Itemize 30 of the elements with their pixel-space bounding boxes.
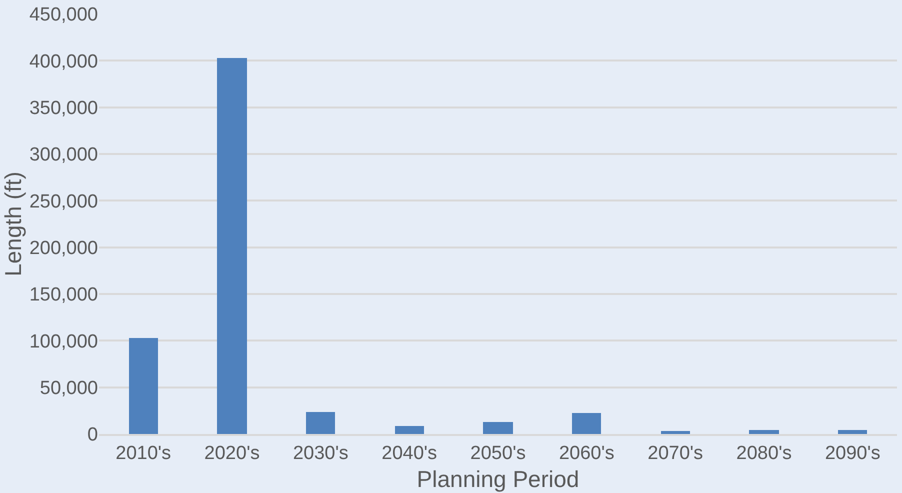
bar: [749, 430, 779, 434]
y-tick-label: 100,000: [29, 331, 98, 352]
bar: [483, 422, 513, 434]
x-tick-label: 2020's: [204, 442, 260, 464]
y-tick-label: 150,000: [29, 284, 98, 306]
y-tick-label: 50,000: [40, 378, 98, 399]
x-tick-label: 2060's: [558, 442, 614, 464]
bar: [661, 431, 690, 434]
x-tick-label: 2040's: [382, 442, 438, 464]
y-tick-label: 450,000: [29, 4, 98, 26]
x-tick-label: 2070's: [648, 442, 704, 464]
x-tick-label: 2050's: [470, 442, 526, 464]
x-tick-label: 2030's: [292, 442, 348, 464]
y-axis-title: Length (ft): [0, 172, 26, 276]
y-tick-label: 350,000: [29, 98, 98, 119]
bar: [838, 430, 867, 434]
y-tick-label: 400,000: [29, 51, 98, 72]
bar: [217, 58, 247, 434]
y-tick-label: 300,000: [29, 144, 98, 166]
x-tick-label: 2080's: [736, 442, 792, 464]
bar: [395, 426, 424, 434]
y-tick-label: 250,000: [29, 191, 98, 212]
x-tick-label: 2090's: [824, 442, 880, 464]
y-tick-label: 200,000: [29, 238, 98, 259]
bar: [306, 412, 335, 434]
bar: [129, 338, 158, 434]
y-tick-label: 0: [87, 424, 98, 446]
bar: [572, 413, 601, 434]
x-tick-label: 2010's: [116, 442, 172, 464]
x-axis-title: Planning Period: [416, 466, 580, 492]
